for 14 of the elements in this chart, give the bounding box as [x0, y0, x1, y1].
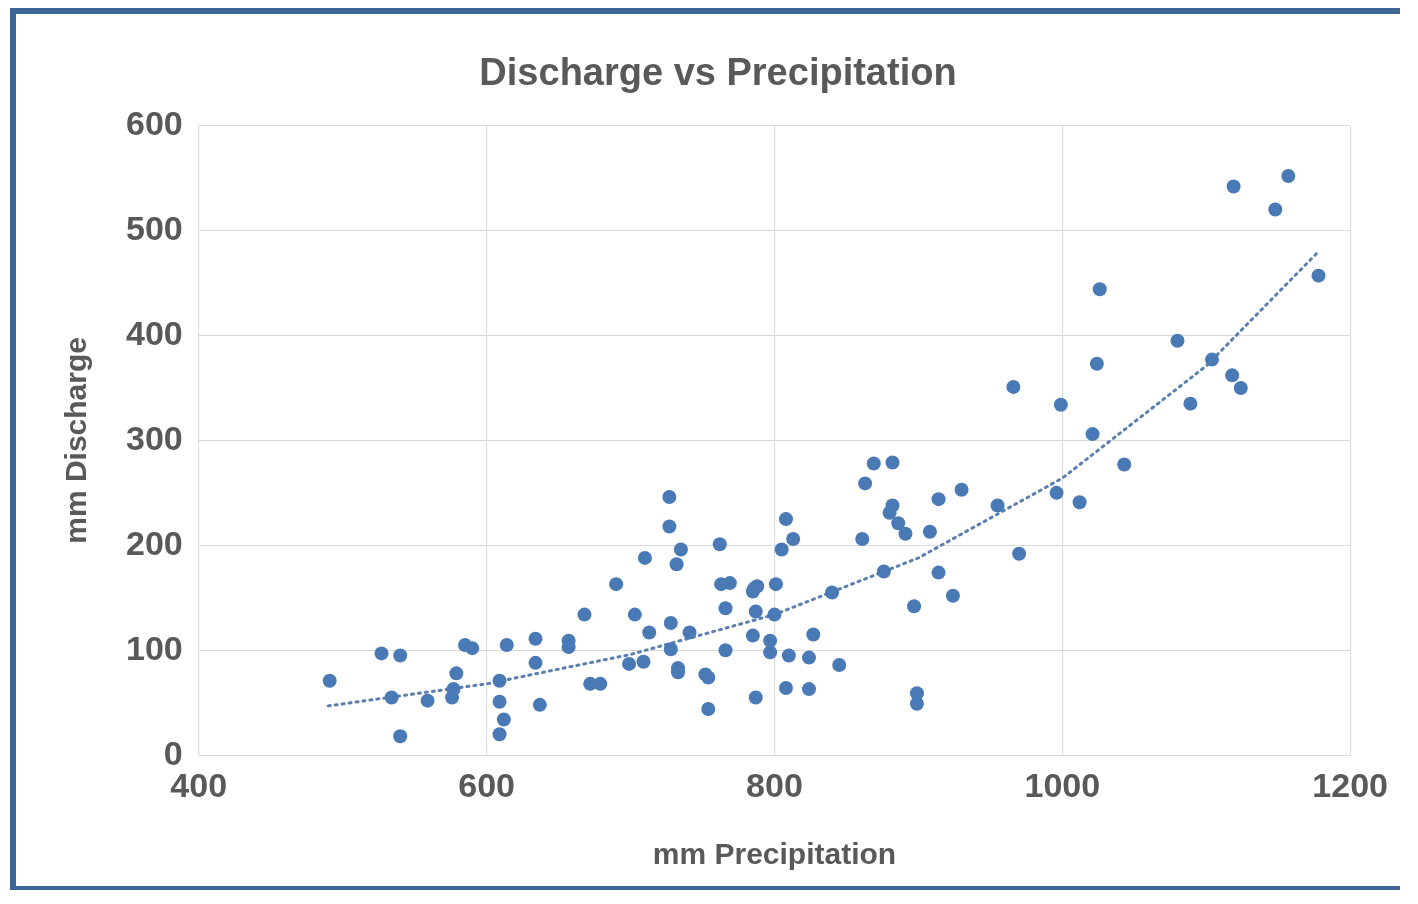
x-tick-label: 1200 [1312, 765, 1388, 804]
y-tick-label: 500 [125, 208, 183, 247]
x-tick-label: 1000 [1024, 765, 1101, 804]
chart-title: Discharge vs Precipitation [479, 51, 957, 94]
y-tick-label: 200 [125, 523, 183, 562]
y-tick-label: 300 [125, 418, 183, 457]
x-axis-title: mm Precipitation [652, 837, 897, 871]
y-tick-label: 400 [125, 313, 183, 352]
y-tick-label: 600 [125, 103, 183, 142]
x-tick-label: 800 [746, 765, 803, 804]
y-tick-label: 100 [125, 628, 183, 667]
x-tick-label: 600 [458, 765, 515, 804]
y-axis-title: mm Discharge [59, 337, 93, 544]
line-series [326, 250, 1321, 708]
